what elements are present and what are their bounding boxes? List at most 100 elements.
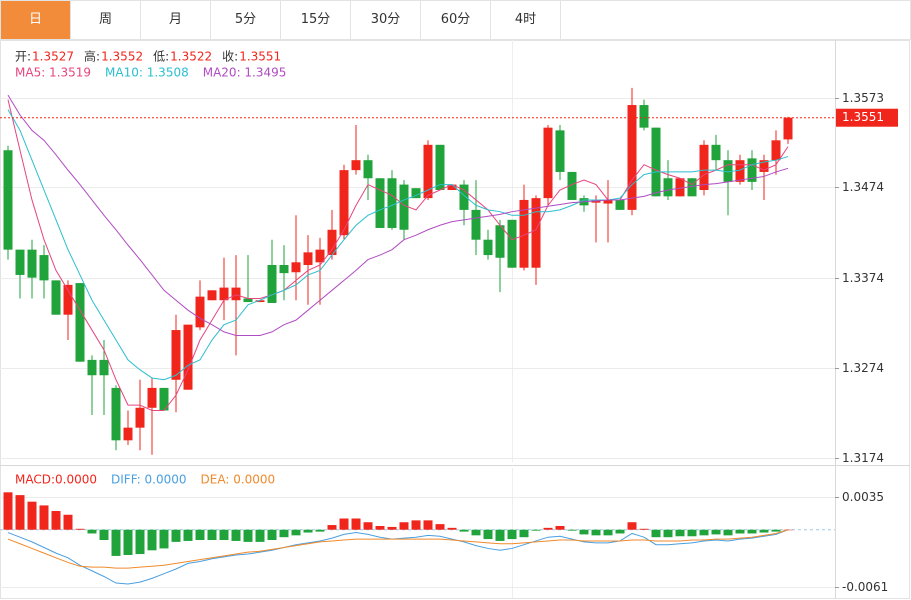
macd-bar [267,529,277,541]
macd-bar [279,529,289,538]
info-value: 1.3551 [239,50,281,64]
candle-body [507,219,517,268]
period-tab[interactable]: 30分 [351,1,421,39]
macd-bar [747,529,757,534]
candle-body [735,160,745,182]
candle-body [135,407,145,428]
macd-bar [663,529,673,538]
candle-body [303,252,313,266]
plot [0,87,835,585]
macd-bar [135,529,145,555]
candle-body [363,160,373,179]
candle-body [471,209,481,240]
candle-body [519,199,529,268]
macd-bar [579,529,589,535]
macd-bar [51,511,61,530]
candle-body [291,262,301,273]
candle-body [423,144,433,199]
candle-body [771,140,781,161]
macd-bar [63,514,73,530]
macd-bar [639,528,649,530]
candle-body [663,178,673,197]
candle-body [75,283,85,362]
candle-body [687,178,697,197]
candle-body [255,300,265,303]
candle-body [711,144,721,161]
candle-body [195,296,205,328]
macd-bar [447,527,457,530]
indicator-line [7,99,789,411]
macd-bar [459,529,469,532]
candle-body [555,130,565,172]
last-price-tag [836,108,898,127]
macd-bar [471,529,481,536]
macd-bar [435,524,445,530]
indicator-line [7,109,789,381]
candle-body [387,178,397,228]
candle-body [435,144,445,191]
candle-body [243,298,253,303]
candle-body [531,198,541,268]
candle-body [231,287,241,301]
candle-body [51,280,61,315]
macd-bar [543,527,553,530]
macd-bar [699,529,709,536]
macd-bar [171,529,181,542]
candle-body [639,105,649,128]
macd-bar [87,529,97,534]
period-tab[interactable]: 日 [1,1,71,39]
chart-frame [0,40,910,599]
y-tick-label: 1.3374 [842,271,884,285]
candle-body [495,225,505,258]
macd-bar [375,525,385,530]
macd-bar [15,495,25,530]
y-tick-label: 1.3474 [842,180,884,194]
candle-body [147,387,157,408]
macd-bar [99,529,109,541]
macd-bar [759,529,769,533]
legend-entry: MA5: 1.3519 [15,66,91,80]
info-label: 低: [153,50,169,64]
macd-bar [615,529,625,534]
macd-bar [351,518,361,530]
candle-body [543,127,553,199]
period-tab[interactable]: 月 [141,1,211,39]
y-tick-label: 1.3573 [842,91,884,105]
period-tab[interactable]: 60分 [421,1,491,39]
macd-bar [399,522,409,530]
macd-bar [195,529,205,541]
candle-body [783,117,793,140]
macd-bar [387,526,397,530]
candle-body [159,387,169,411]
macd-bar [75,528,85,530]
candle-body [183,324,193,390]
macd-bar [555,525,565,530]
candle-body [279,265,289,274]
info-value: 1.3552 [101,50,143,64]
candle-body [111,387,121,441]
macd-bar [327,525,337,530]
y-tick-label: 0.0035 [842,490,884,504]
candle-body [315,249,325,263]
candle-body [567,171,577,200]
candle-body [63,284,73,315]
macd-bar [495,529,505,541]
info-label: 开: [15,50,31,64]
period-tabs: 日周月 5分 15分 30分 60分 4时 [0,0,911,40]
candle-body [447,184,457,191]
period-tab[interactable]: 4时 [491,1,561,39]
macd-bar [411,520,421,530]
info-label: 收: [222,50,238,64]
macd-bar [339,518,349,530]
period-tab[interactable]: 15分 [281,1,351,39]
period-tab[interactable]: 周 [71,1,141,39]
y-tick-label: 1.3174 [842,451,884,465]
candle-body [759,160,769,172]
period-tab[interactable]: 5分 [211,1,281,39]
candle-body [675,178,685,197]
candle-body [327,229,337,256]
macd-bar [159,529,169,549]
candle-body [339,170,349,236]
